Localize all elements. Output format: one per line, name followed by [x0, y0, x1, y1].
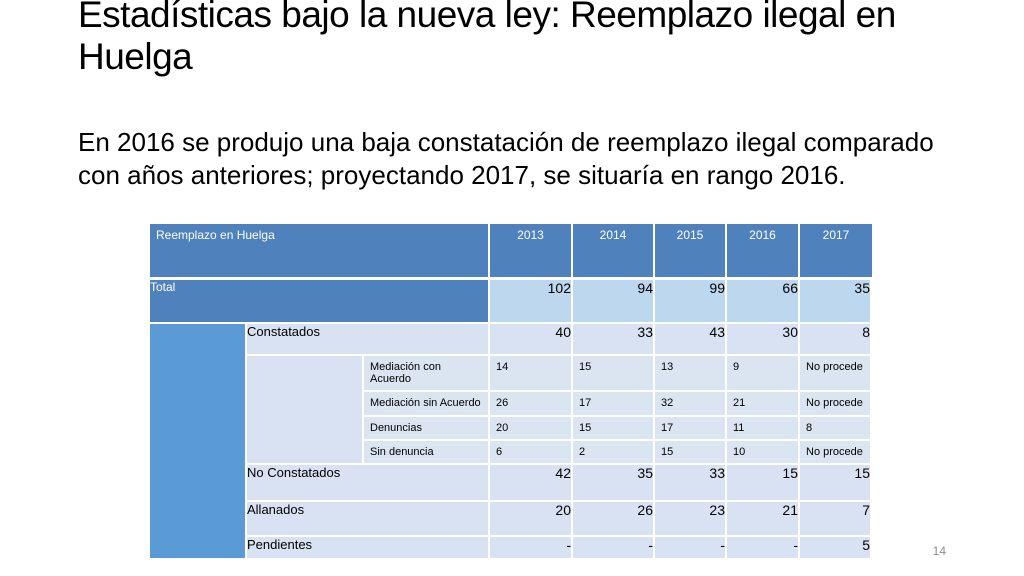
table-cell: 10	[727, 441, 800, 465]
header-year: 2016	[727, 224, 800, 277]
row-label: Mediación con Acuerdo	[364, 356, 490, 392]
table-cell: 15	[727, 465, 800, 502]
table-cell: 15	[800, 465, 872, 502]
table-cell: 15	[573, 356, 655, 392]
table-cell: 14	[490, 356, 573, 392]
table-cell: 7	[800, 502, 872, 537]
table-cell: 42	[490, 465, 573, 502]
table-cell: 102	[490, 277, 573, 324]
table-cell: 40	[490, 324, 573, 356]
table-cell: 17	[573, 392, 655, 417]
header-year: 2014	[573, 224, 655, 277]
table-cell: 2	[573, 441, 655, 465]
table-cell: 26	[490, 392, 573, 417]
table-cell: 6	[490, 441, 573, 465]
row-label: Pendientes	[247, 537, 490, 560]
table-cell: -	[573, 537, 655, 560]
table-row-constatados: Constatados 40 33 43 30 8	[150, 324, 872, 560]
side-block	[150, 324, 247, 560]
table-cell: 13	[655, 356, 727, 392]
table-cell: No procede	[800, 392, 872, 417]
header-label: Reemplazo en Huelga	[150, 224, 490, 277]
table-cell: 17	[655, 417, 727, 441]
table-row-no-constatados: No Constatados 42 35 33 15 15	[150, 465, 872, 502]
table-row-sub: Mediación con Acuerdo 14 15 13 9 No proc…	[150, 356, 872, 465]
table-cell: 11	[727, 417, 800, 441]
table-cell: 20	[490, 502, 573, 537]
header-year: 2013	[490, 224, 573, 277]
table-row-allanados: Allanados 20 26 23 21 7	[150, 502, 872, 537]
row-label: Allanados	[247, 502, 490, 537]
table-cell: 23	[655, 502, 727, 537]
table-row-pendientes: Pendientes - - - - 5	[150, 537, 872, 560]
row-label: Total	[150, 277, 490, 324]
data-table: Reemplazo en Huelga 2013 2014 2015 2016 …	[150, 224, 872, 560]
table-cell: 15	[573, 417, 655, 441]
table-cell: 33	[573, 324, 655, 356]
table-cell: 94	[573, 277, 655, 324]
header-year: 2017	[800, 224, 872, 277]
table-cell: 33	[655, 465, 727, 502]
table-cell: 99	[655, 277, 727, 324]
table-cell: 66	[727, 277, 800, 324]
table-row-sub: Mediación sin Acuerdo 26 17 32 21 No pro…	[150, 392, 872, 417]
table-cell: 9	[727, 356, 800, 392]
table-cell: 32	[655, 392, 727, 417]
table-cell: No procede	[800, 356, 872, 392]
table-cell: 43	[655, 324, 727, 356]
row-label: Sin denuncia	[364, 441, 490, 465]
row-label: Mediación sin Acuerdo	[364, 392, 490, 417]
slide-body-text: En 2016 se produjo una baja constatación…	[78, 127, 934, 190]
table-cell: 30	[727, 324, 800, 356]
table-cell: -	[490, 537, 573, 560]
table-cell: 15	[655, 441, 727, 465]
table-row-sub: Sin denuncia 6 2 15 10 No procede	[150, 441, 872, 465]
table-header-row: Reemplazo en Huelga 2013 2014 2015 2016 …	[150, 224, 872, 277]
table-cell: 8	[800, 324, 872, 356]
sub-indent-block	[247, 356, 364, 465]
table-row-total: Total 102 94 99 66 35	[150, 277, 872, 324]
table-cell: No procede	[800, 441, 872, 465]
table-cell: 8	[800, 417, 872, 441]
table-cell: -	[727, 537, 800, 560]
slide-number: 14	[932, 544, 946, 558]
row-label: Constatados	[247, 324, 490, 356]
table-cell: 35	[800, 277, 872, 324]
slide-title: Estadísticas bajo la nueva ley: Reemplaz…	[78, 0, 896, 77]
row-label: No Constatados	[247, 465, 490, 502]
table-cell: 21	[727, 392, 800, 417]
table-cell: 21	[727, 502, 800, 537]
table-cell: -	[655, 537, 727, 560]
row-label: Denuncias	[364, 417, 490, 441]
table-cell: 35	[573, 465, 655, 502]
header-year: 2015	[655, 224, 727, 277]
table-cell: 26	[573, 502, 655, 537]
table-row-sub: Denuncias 20 15 17 11 8	[150, 417, 872, 441]
table-cell: 20	[490, 417, 573, 441]
table-cell: 5	[800, 537, 872, 560]
